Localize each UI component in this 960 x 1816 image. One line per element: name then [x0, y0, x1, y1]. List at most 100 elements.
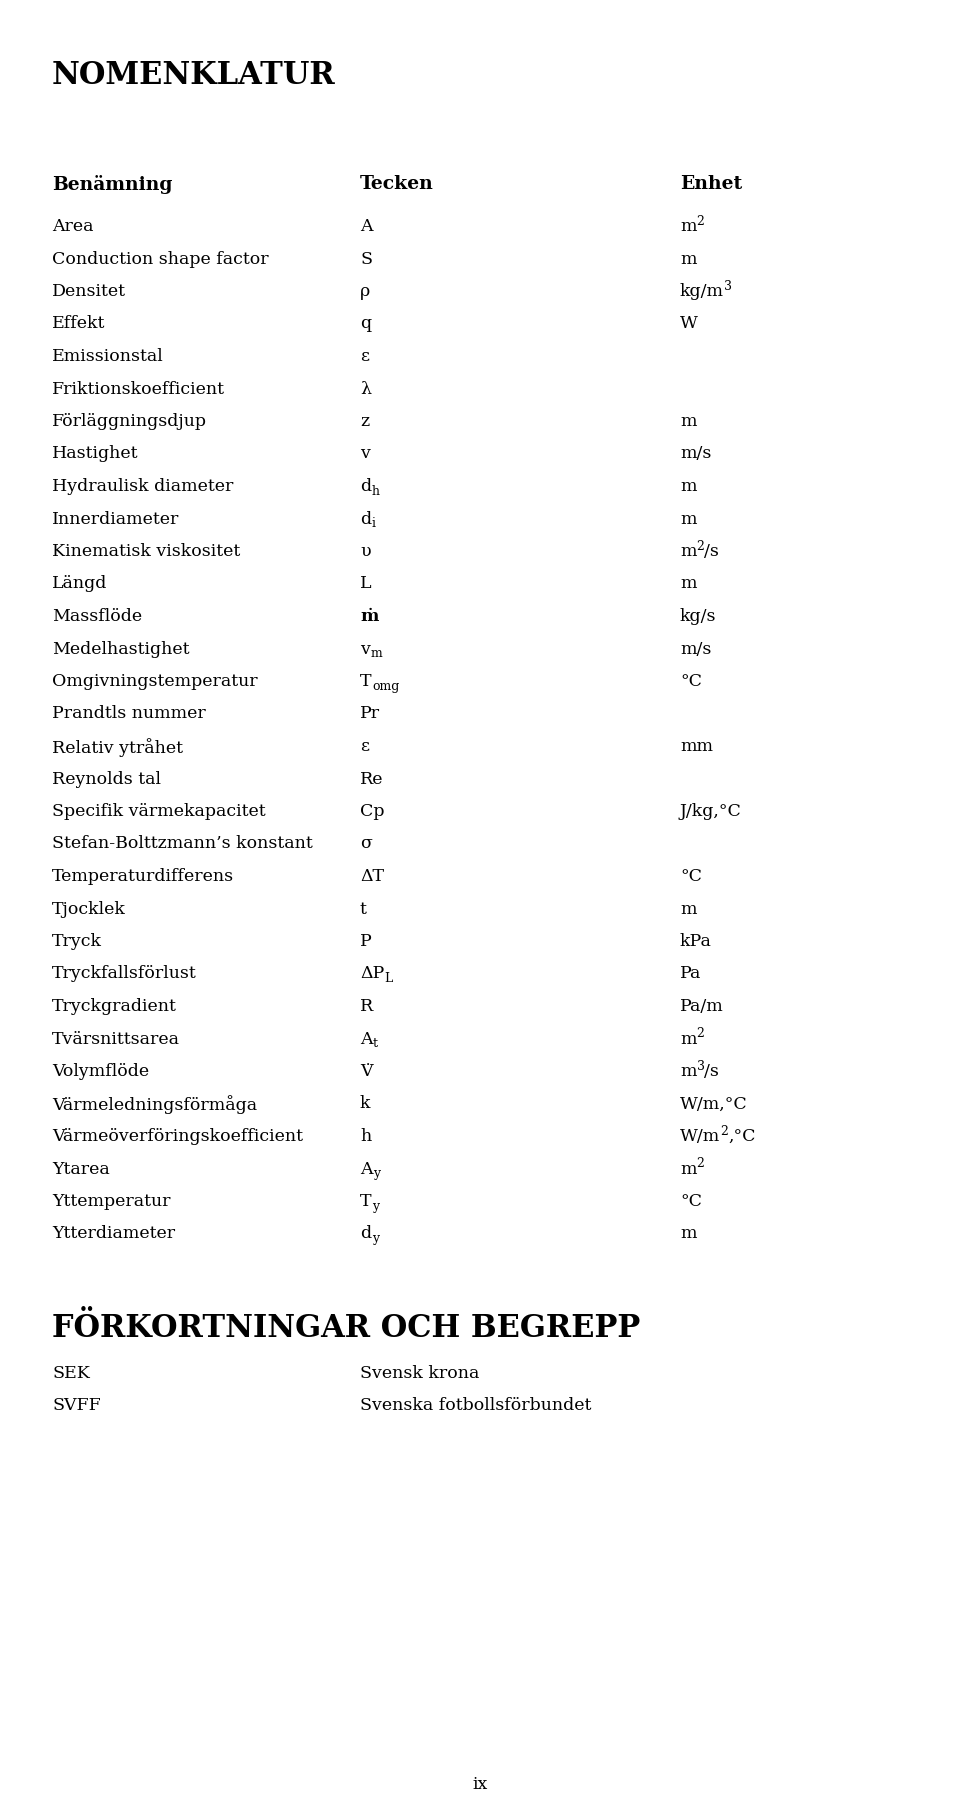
Text: FÖRKORTNINGAR OCH BEGREPP: FÖRKORTNINGAR OCH BEGREPP [52, 1313, 640, 1344]
Text: Prandtls nummer: Prandtls nummer [52, 705, 205, 723]
Text: P: P [360, 933, 372, 950]
Text: m: m [680, 218, 697, 234]
Text: Hastighet: Hastighet [52, 445, 138, 463]
Text: 3: 3 [697, 1061, 705, 1073]
Text: Tecken: Tecken [360, 174, 434, 192]
Text: m/s: m/s [680, 445, 711, 463]
Text: Kinematisk viskositet: Kinematisk viskositet [52, 543, 240, 559]
Text: R: R [360, 999, 373, 1015]
Text: i: i [372, 518, 375, 530]
Text: v: v [360, 641, 370, 657]
Text: h: h [360, 1128, 372, 1146]
Text: ΔP: ΔP [360, 966, 384, 982]
Text: Relativ ytråhet: Relativ ytråhet [52, 737, 183, 757]
Text: Massflöde: Massflöde [52, 608, 142, 625]
Text: t: t [360, 901, 367, 917]
Text: Tryck: Tryck [52, 933, 102, 950]
Text: Svensk krona: Svensk krona [360, 1366, 479, 1382]
Text: V̇: V̇ [360, 1062, 372, 1081]
Text: T: T [360, 674, 372, 690]
Text: d: d [360, 478, 372, 496]
Text: Omgivningstemperatur: Omgivningstemperatur [52, 674, 257, 690]
Text: °C: °C [680, 868, 702, 884]
Text: Stefan-Bolttzmann’s konstant: Stefan-Bolttzmann’s konstant [52, 835, 313, 852]
Text: Pa/m: Pa/m [680, 999, 724, 1015]
Text: d: d [360, 510, 372, 527]
Text: A: A [360, 218, 372, 234]
Text: Ytarea: Ytarea [52, 1160, 109, 1177]
Text: S: S [360, 251, 372, 267]
Text: m: m [680, 901, 697, 917]
Text: °C: °C [680, 674, 702, 690]
Text: t: t [373, 1037, 378, 1050]
Text: Effekt: Effekt [52, 316, 106, 332]
Text: J/kg,°C: J/kg,°C [680, 803, 742, 821]
Text: Pa: Pa [680, 966, 702, 982]
Text: h: h [372, 485, 379, 498]
Text: L: L [360, 576, 372, 592]
Text: Re: Re [360, 770, 383, 788]
Text: Temperaturdifferens: Temperaturdifferens [52, 868, 234, 884]
Text: Medelhastighet: Medelhastighet [52, 641, 189, 657]
Text: y: y [372, 1233, 379, 1246]
Text: Conduction shape factor: Conduction shape factor [52, 251, 269, 267]
Text: ε: ε [360, 349, 369, 365]
Text: m: m [680, 576, 697, 592]
Text: /s: /s [705, 543, 719, 559]
Text: m: m [680, 1226, 697, 1242]
Text: Cp: Cp [360, 803, 385, 821]
Text: 2: 2 [697, 1157, 705, 1170]
Text: W/m: W/m [680, 1128, 720, 1146]
Text: Hydraulisk diameter: Hydraulisk diameter [52, 478, 233, 496]
Text: W: W [680, 316, 698, 332]
Text: Ytterdiameter: Ytterdiameter [52, 1226, 175, 1242]
Text: W/m,°C: W/m,°C [680, 1095, 748, 1113]
Text: ΔT: ΔT [360, 868, 384, 884]
Text: Pr: Pr [360, 705, 380, 723]
Text: SVFF: SVFF [52, 1398, 101, 1415]
Text: Volymflöde: Volymflöde [52, 1062, 149, 1081]
Text: m: m [371, 646, 382, 661]
Text: m: m [680, 543, 697, 559]
Text: ṁ: ṁ [360, 608, 378, 625]
Text: Längd: Längd [52, 576, 108, 592]
Text: Friktionskoefficient: Friktionskoefficient [52, 381, 225, 398]
Text: mm: mm [680, 737, 713, 755]
Text: m: m [680, 1062, 697, 1081]
Text: °C: °C [680, 1193, 702, 1209]
Text: Benämning: Benämning [52, 174, 173, 194]
Text: ,°C: ,°C [728, 1128, 756, 1146]
Text: m/s: m/s [680, 641, 711, 657]
Text: Förläggningsdjup: Förläggningsdjup [52, 412, 207, 430]
Text: Svenska fotbollsförbundet: Svenska fotbollsförbundet [360, 1398, 591, 1415]
Text: 2: 2 [697, 1028, 705, 1041]
Text: SEK: SEK [52, 1366, 90, 1382]
Text: Värmeledningsförmåga: Värmeledningsförmåga [52, 1095, 257, 1115]
Text: Tryckfallsförlust: Tryckfallsförlust [52, 966, 197, 982]
Text: Värmeöverföringskoefficient: Värmeöverföringskoefficient [52, 1128, 303, 1146]
Text: Area: Area [52, 218, 93, 234]
Text: kg/s: kg/s [680, 608, 716, 625]
Text: Enhet: Enhet [680, 174, 742, 192]
Text: m: m [680, 510, 697, 527]
Text: 2: 2 [720, 1124, 728, 1139]
Text: 2: 2 [697, 214, 705, 227]
Text: NOMENKLATUR: NOMENKLATUR [52, 60, 336, 91]
Text: T: T [360, 1193, 372, 1209]
Text: kPa: kPa [680, 933, 712, 950]
Text: σ: σ [360, 835, 372, 852]
Text: ε: ε [360, 737, 369, 755]
Text: y: y [373, 1168, 380, 1180]
Text: υ: υ [360, 543, 371, 559]
Text: m: m [680, 412, 697, 430]
Text: Tryckgradient: Tryckgradient [52, 999, 177, 1015]
Text: Densitet: Densitet [52, 283, 126, 300]
Text: λ: λ [360, 381, 371, 398]
Text: 3: 3 [724, 280, 732, 292]
Text: Yttemperatur: Yttemperatur [52, 1193, 171, 1209]
Text: v: v [360, 445, 370, 463]
Text: L: L [385, 972, 393, 986]
Text: d: d [360, 1226, 372, 1242]
Text: Innerdiameter: Innerdiameter [52, 510, 180, 527]
Text: q: q [360, 316, 372, 332]
